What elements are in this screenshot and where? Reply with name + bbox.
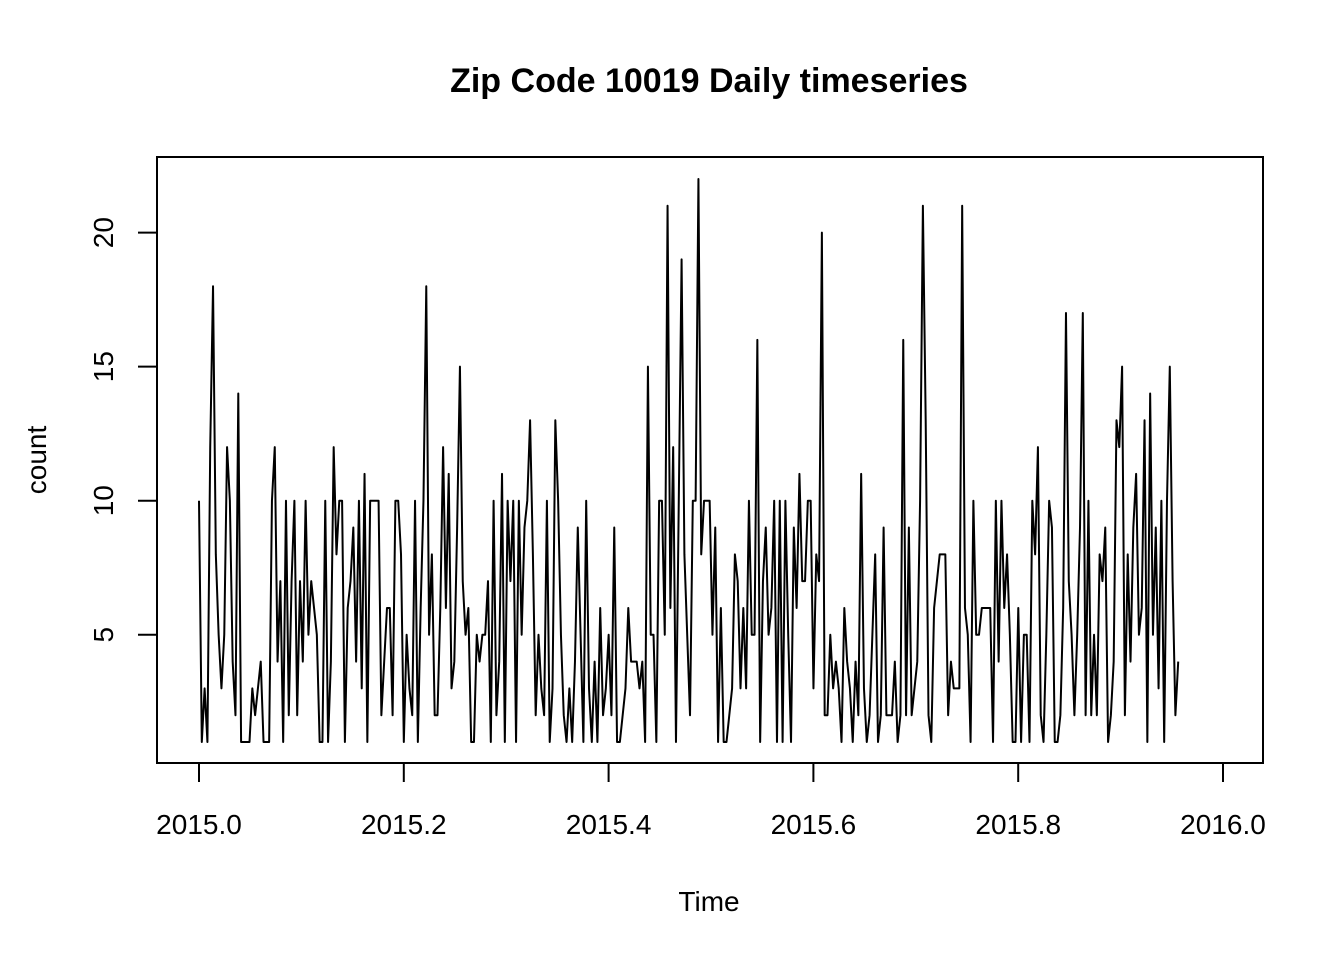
y-tick-label: 15 bbox=[88, 351, 119, 382]
y-tick-label: 20 bbox=[88, 217, 119, 248]
x-tick-label: 2015.4 bbox=[566, 809, 652, 840]
x-tick-label: 2016.0 bbox=[1180, 809, 1266, 840]
y-axis: 5 10 15 20 bbox=[88, 217, 158, 643]
x-tick-label: 2015.8 bbox=[975, 809, 1061, 840]
chart-title: Zip Code 10019 Daily timeseries bbox=[450, 62, 968, 100]
y-tick-label: 5 bbox=[88, 627, 119, 643]
x-axis-label: Time bbox=[678, 886, 739, 917]
series-line bbox=[198, 178, 1180, 743]
y-axis-label: count bbox=[21, 426, 52, 495]
y-tick-label: 10 bbox=[88, 485, 119, 516]
x-tick-label: 2015.0 bbox=[156, 809, 242, 840]
x-tick-label: 2015.2 bbox=[361, 809, 447, 840]
x-axis: 2015.0 2015.2 2015.4 2015.6 2015.8 2016.0 bbox=[156, 762, 1266, 840]
x-tick-label: 2015.6 bbox=[771, 809, 857, 840]
